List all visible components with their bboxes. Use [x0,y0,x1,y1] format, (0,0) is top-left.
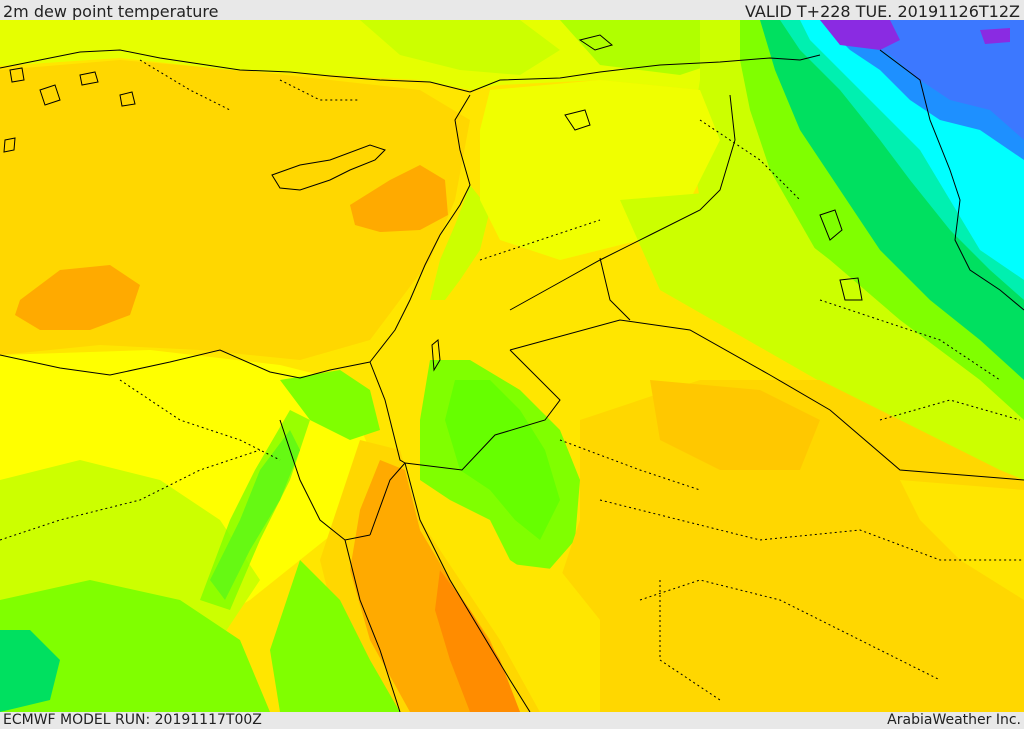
saudi-yellow-east [900,480,1024,600]
jordan-iraq-border [599,257,631,321]
ne-purple [820,20,900,50]
turkey-green-patches [360,20,560,75]
turkey-coast [0,49,471,93]
lake-van [578,34,614,51]
map-footer: ECMWF MODEL RUN: 20191117T00Z ArabiaWeat… [0,712,1024,729]
egypt-green-dark [0,630,60,712]
sinai-green [280,370,380,440]
dead-sea [431,339,441,372]
lake-tharthar [819,209,843,241]
syria-iraq-border [509,94,736,311]
lake-iraq [839,277,863,301]
red-sea-coast-west [344,539,401,712]
jordan-west [404,349,561,471]
ne-purple-2 [980,28,1010,44]
saudi-gold [540,380,1024,712]
iraq-iran-border [879,49,1024,311]
hejaz-green [270,560,400,712]
nile-green-outer [200,410,310,610]
red-sea-coast-east [404,462,531,712]
map-header: 2m dew point temperature VALID T+228 TUE… [0,0,1024,21]
israel-egypt-border [369,361,406,464]
lake-assad [564,109,591,131]
cyprus-south-orange [350,165,448,232]
sinai-gulf-suez [279,419,371,541]
valid-time: VALID T+228 TUE. 20191126T12Z [744,2,1020,21]
admin-borders [0,59,1024,701]
red-sea-dark-orange [435,570,520,712]
map-title: 2m dew point temperature [3,2,219,21]
egypt-green-sw [0,580,270,712]
country-borders [0,34,1024,712]
jordan-saudi-border [509,319,1024,481]
gulf-aqaba [369,462,406,536]
model-run: ECMWF MODEL RUN: 20191117T00Z [3,712,262,728]
jordan-green-core [445,380,560,540]
levant-coastal-green [430,185,490,300]
levant-coast [369,94,471,363]
credit-text: ArabiaWeather Inc. [887,712,1021,728]
mediterranean-orange-blob [15,265,140,330]
iraq-band [620,190,1024,480]
aegean-islands [3,67,136,153]
saudi-gold-2 [650,380,820,470]
hejaz-yellowgreen [480,560,600,712]
turkey-syria-border [469,54,821,93]
cyprus [271,144,386,191]
weather-map[interactable] [0,20,1024,712]
egypt-coast [0,349,371,379]
ne-blue-light [830,20,1024,140]
